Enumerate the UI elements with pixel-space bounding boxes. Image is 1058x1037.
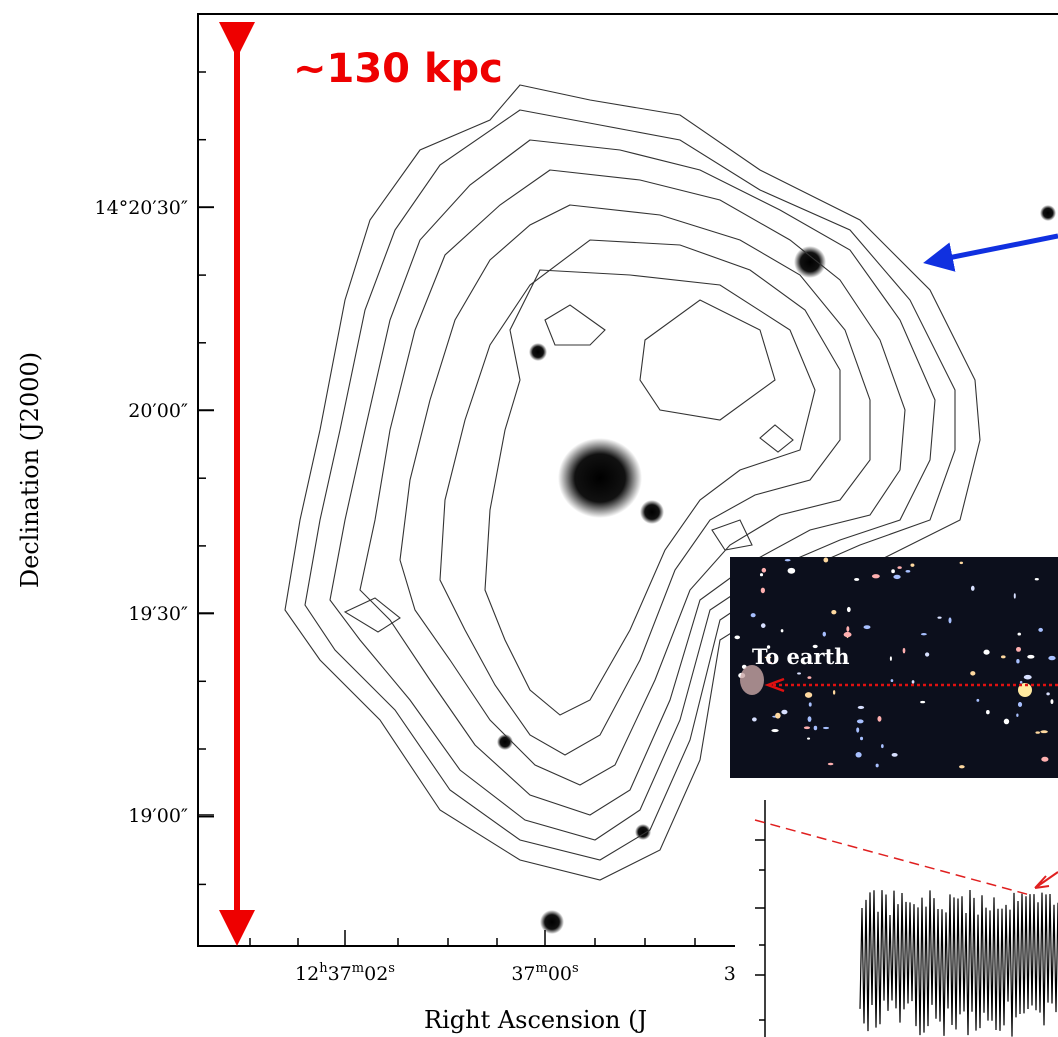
inset-label: To earth	[752, 644, 850, 669]
x-tick-label: 12h37m02s	[295, 961, 395, 985]
y-tick-label: 14°20′30″	[95, 197, 188, 219]
y-tick-label: 20′00″	[128, 400, 188, 422]
spectrum-panel	[735, 790, 1058, 1037]
x-tick-labels: 12h37m02s37m00s36h	[295, 961, 757, 985]
y-axis-label: Declination (J2000)	[16, 352, 44, 588]
pointer-arrow	[923, 233, 1058, 272]
sources	[497, 205, 1056, 934]
scale-label: ~130 kpc	[293, 46, 503, 92]
contours	[284, 84, 981, 881]
y-tick-label: 19′00″	[128, 805, 188, 827]
y-tick-label: 19′30″	[128, 603, 188, 625]
x-tick-label: 37m00s	[511, 961, 578, 985]
inset-image: To earth	[730, 557, 1058, 778]
x-axis-label: Right Ascension (J	[424, 1006, 647, 1034]
y-tick-labels: 14°20′30″ 20′00″ 19′30″ 19′00″	[95, 197, 188, 827]
